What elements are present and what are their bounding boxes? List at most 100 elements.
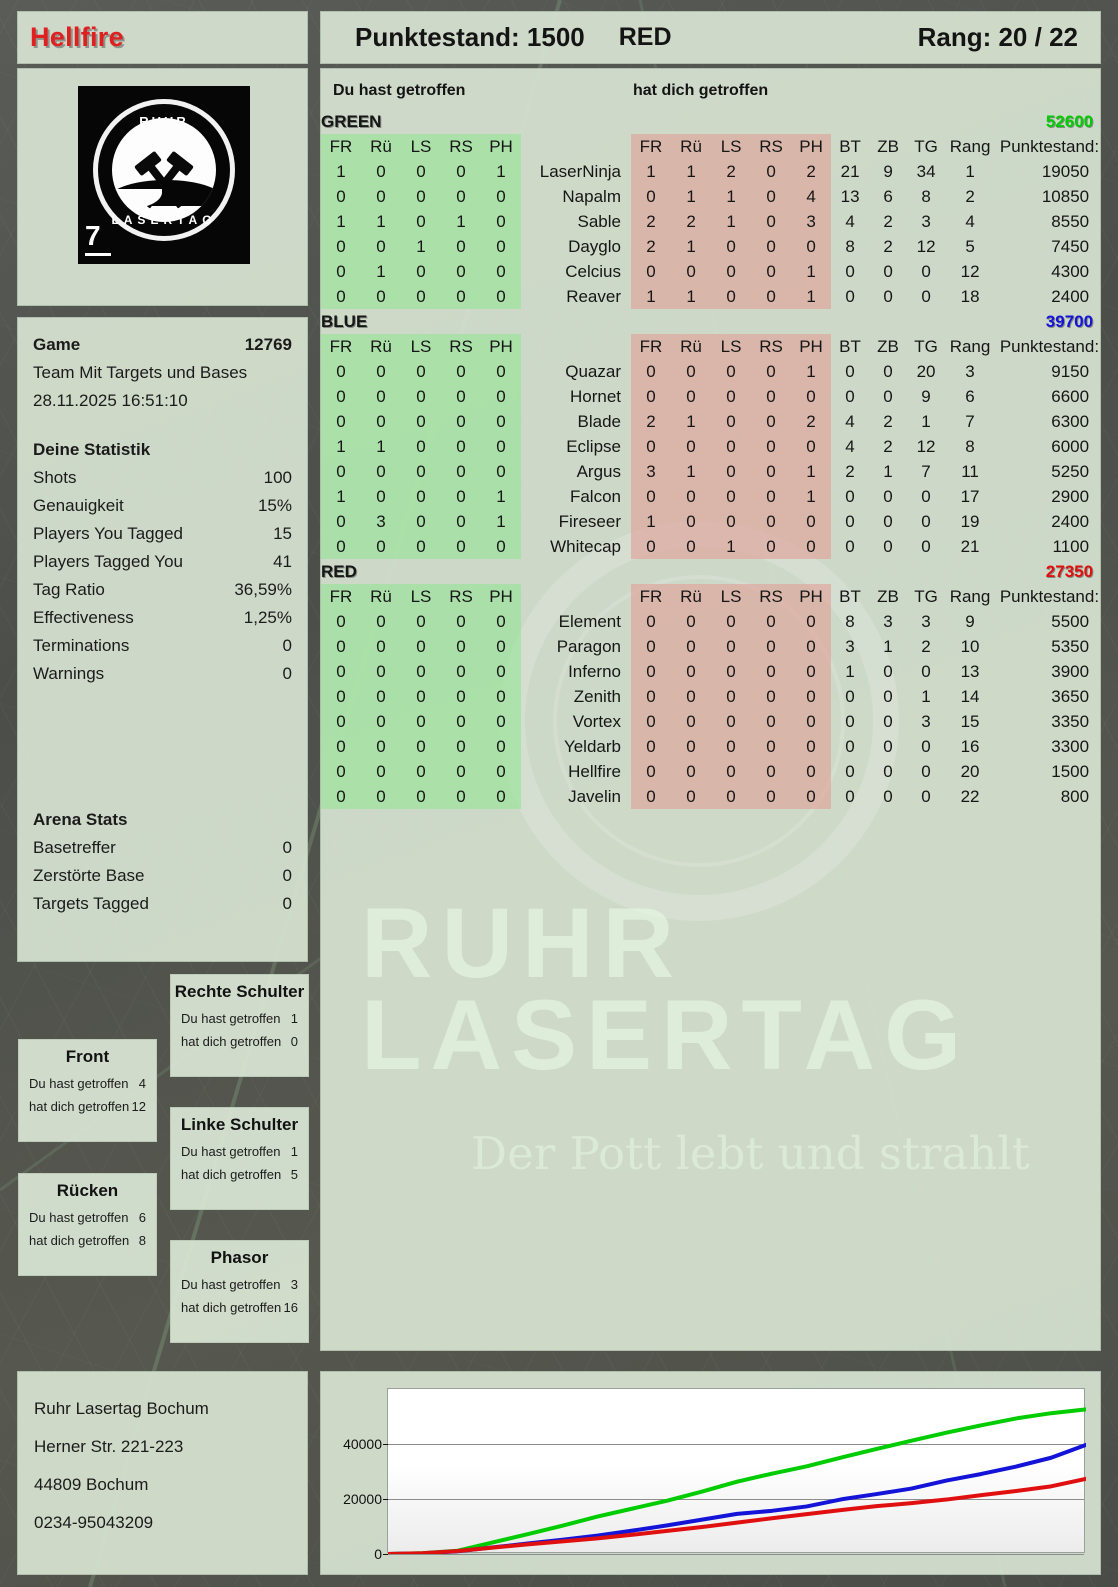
- player-name[interactable]: Dayglo: [568, 236, 621, 256]
- cell-TG: 20: [916, 361, 936, 381]
- bodypart-gothit-row: hat dich getroffen 12: [19, 1095, 156, 1118]
- table-row[interactable]: 0 0 0 0 0 Paragon 0 0 0 0 0 3 1 2 10 5350: [321, 634, 1107, 659]
- table-row[interactable]: 0 0 0 0 0 Element 0 0 0 0 0 8 3 3 9 5500: [321, 609, 1107, 634]
- table-row[interactable]: 1 1 0 0 0 Eclipse 0 0 0 0 0 4 2 12 8 6000: [321, 434, 1107, 459]
- table-row[interactable]: 0 0 0 0 0 Inferno 0 0 0 0 0 1 0 0 13 3900: [321, 659, 1107, 684]
- cell-gothit-FR: 0: [631, 734, 671, 759]
- chart-gridline: [388, 1499, 1084, 1500]
- table-row[interactable]: 0 0 0 0 0 Whitecap 0 0 1 0 0 0 0 0 21 1100: [321, 534, 1107, 559]
- cell-BT: 1: [845, 661, 855, 681]
- col-head-gothit-FR: FR: [631, 134, 671, 159]
- cell-gothit-Rü: 0: [671, 759, 712, 784]
- cell-gothit-PH: 2: [791, 159, 832, 184]
- cell-hit-RS: 0: [441, 709, 481, 734]
- cell-hit-RS: 0: [441, 284, 481, 309]
- player-name[interactable]: Blade: [577, 411, 621, 431]
- table-row[interactable]: 0 0 0 0 0 Javelin 0 0 0 0 0 0 0 0 22 800: [321, 784, 1107, 809]
- bodypart-gothit-label: hat dich getroffen: [181, 1034, 282, 1049]
- cell-hit-Rü: 1: [361, 259, 401, 284]
- cell-gothit-LS: 0: [711, 634, 752, 659]
- player-name[interactable]: Celcius: [565, 261, 621, 281]
- cell-score: 3350: [1051, 711, 1090, 731]
- table-row[interactable]: 0 0 1 0 0 Dayglo 2 1 0 0 0 8 2 12 5 7450: [321, 234, 1107, 259]
- table-row[interactable]: 0 0 0 0 0 Argus 3 1 0 0 1 2 1 7 11 5250: [321, 459, 1107, 484]
- cell-hit-LS: 0: [401, 709, 441, 734]
- col-head-BT: BT: [839, 136, 861, 156]
- cell-hit-LS: 0: [401, 609, 441, 634]
- cell-hit-FR: 0: [321, 184, 361, 209]
- cell-gothit-RS: 0: [751, 284, 792, 309]
- address-line: Ruhr Lasertag Bochum: [34, 1399, 209, 1418]
- player-name[interactable]: Sable: [577, 211, 621, 231]
- cell-BT: 4: [845, 436, 855, 456]
- table-row[interactable]: 0 0 0 0 0 Zenith 0 0 0 0 0 0 0 1 14 3650: [321, 684, 1107, 709]
- table-row[interactable]: 1 0 0 0 1 LaserNinja 1 1 2 0 2 21 9 34 1 19050: [321, 159, 1107, 184]
- team-name: GREEN: [321, 111, 382, 131]
- player-name[interactable]: Paragon: [556, 636, 621, 656]
- cell-gothit-PH: 0: [791, 734, 832, 759]
- player-name[interactable]: Falcon: [569, 486, 621, 506]
- player-name[interactable]: Vortex: [572, 711, 621, 731]
- chart-ytick-label: 40000: [343, 1436, 388, 1452]
- player-name[interactable]: Hellfire: [568, 761, 621, 781]
- cell-ZB: 0: [883, 486, 893, 506]
- table-row[interactable]: 0 0 0 0 0 Reaver 1 1 0 0 1 0 0 0 18 2400: [321, 284, 1107, 309]
- player-name[interactable]: Whitecap: [550, 536, 621, 556]
- cell-TG: 7: [921, 461, 931, 481]
- cell-ZB: 2: [883, 436, 893, 456]
- cell-TG: 3: [921, 611, 931, 631]
- table-row[interactable]: 0 0 0 0 0 Hellfire 0 0 0 0 0 0 0 0 20 1500: [321, 759, 1107, 784]
- player-name[interactable]: Inferno: [568, 661, 621, 681]
- col-head-BT: BT: [839, 586, 861, 606]
- cell-gothit-FR: 0: [631, 534, 671, 559]
- player-name[interactable]: LaserNinja: [539, 161, 621, 181]
- player-name[interactable]: Napalm: [562, 186, 621, 206]
- player-name[interactable]: Yeldarb: [563, 736, 621, 756]
- cell-hit-RS: 0: [441, 759, 481, 784]
- cell-gothit-LS: 0: [711, 484, 752, 509]
- cell-BT: 0: [845, 261, 855, 281]
- table-row[interactable]: 0 0 0 0 0 Hornet 0 0 0 0 0 0 0 9 6 6600: [321, 384, 1107, 409]
- table-row[interactable]: 1 0 0 0 1 Falcon 0 0 0 0 1 0 0 0 17 2900: [321, 484, 1107, 509]
- table-row[interactable]: 0 0 0 0 0 Napalm 0 1 1 0 4 13 6 8 2 10850: [321, 184, 1107, 209]
- table-row[interactable]: 0 3 0 0 1 Fireseer 1 0 0 0 0 0 0 0 19 2400: [321, 509, 1107, 534]
- cell-Rang: 19: [960, 511, 980, 531]
- cell-gothit-PH: 0: [791, 534, 832, 559]
- cell-hit-Rü: 0: [361, 609, 401, 634]
- table-row[interactable]: 0 0 0 0 0 Quazar 0 0 0 0 1 0 0 20 3 9150: [321, 359, 1107, 384]
- cell-gothit-Rü: 0: [671, 509, 712, 534]
- player-name[interactable]: Hornet: [569, 386, 621, 406]
- cell-TG: 0: [921, 786, 931, 806]
- cell-hit-FR: 0: [321, 234, 361, 259]
- player-name[interactable]: Javelin: [568, 786, 621, 806]
- table-row[interactable]: 0 0 0 0 0 Yeldarb 0 0 0 0 0 0 0 0 16 3300: [321, 734, 1107, 759]
- table-row[interactable]: 0 1 0 0 0 Celcius 0 0 0 0 1 0 0 0 12 4300: [321, 259, 1107, 284]
- table-row[interactable]: 1 1 0 1 0 Sable 2 2 1 0 3 4 2 3 4 8550: [321, 209, 1107, 234]
- cell-BT: 0: [845, 786, 855, 806]
- cell-TG: 3: [921, 711, 931, 731]
- player-name[interactable]: Zenith: [573, 686, 621, 706]
- cell-BT: 4: [845, 211, 855, 231]
- col-head-hit-LS: LS: [401, 334, 441, 359]
- cell-hit-PH: 1: [481, 509, 521, 534]
- cell-hit-PH: 0: [481, 359, 521, 384]
- cell-score: 5350: [1051, 636, 1090, 656]
- cell-hit-RS: 0: [441, 359, 481, 384]
- player-name[interactable]: Element: [558, 611, 621, 631]
- player-name[interactable]: Argus: [576, 461, 621, 481]
- cell-gothit-PH: 0: [791, 684, 832, 709]
- bodypart-hit-value: 6: [138, 1210, 146, 1225]
- cell-hit-Rü: 0: [361, 534, 401, 559]
- player-name[interactable]: Quazar: [565, 361, 621, 381]
- bodypart-box-rechte-schulter: Rechte Schulter Du hast getroffen 1 hat dic…: [170, 974, 309, 1077]
- watermark-tagline: Der Pott lebt und strahlt: [471, 1127, 1030, 1180]
- player-name[interactable]: Reaver: [566, 286, 621, 306]
- cell-hit-PH: 0: [481, 234, 521, 259]
- player-name[interactable]: Eclipse: [566, 436, 621, 456]
- cell-gothit-FR: 0: [631, 634, 671, 659]
- bodypart-gothit-value: 8: [138, 1233, 146, 1248]
- player-name[interactable]: Fireseer: [558, 511, 621, 531]
- table-row[interactable]: 0 0 0 0 0 Blade 2 1 0 0 2 4 2 1 7 6300: [321, 409, 1107, 434]
- cell-gothit-PH: 4: [791, 184, 832, 209]
- table-row[interactable]: 0 0 0 0 0 Vortex 0 0 0 0 0 0 0 3 15 3350: [321, 709, 1107, 734]
